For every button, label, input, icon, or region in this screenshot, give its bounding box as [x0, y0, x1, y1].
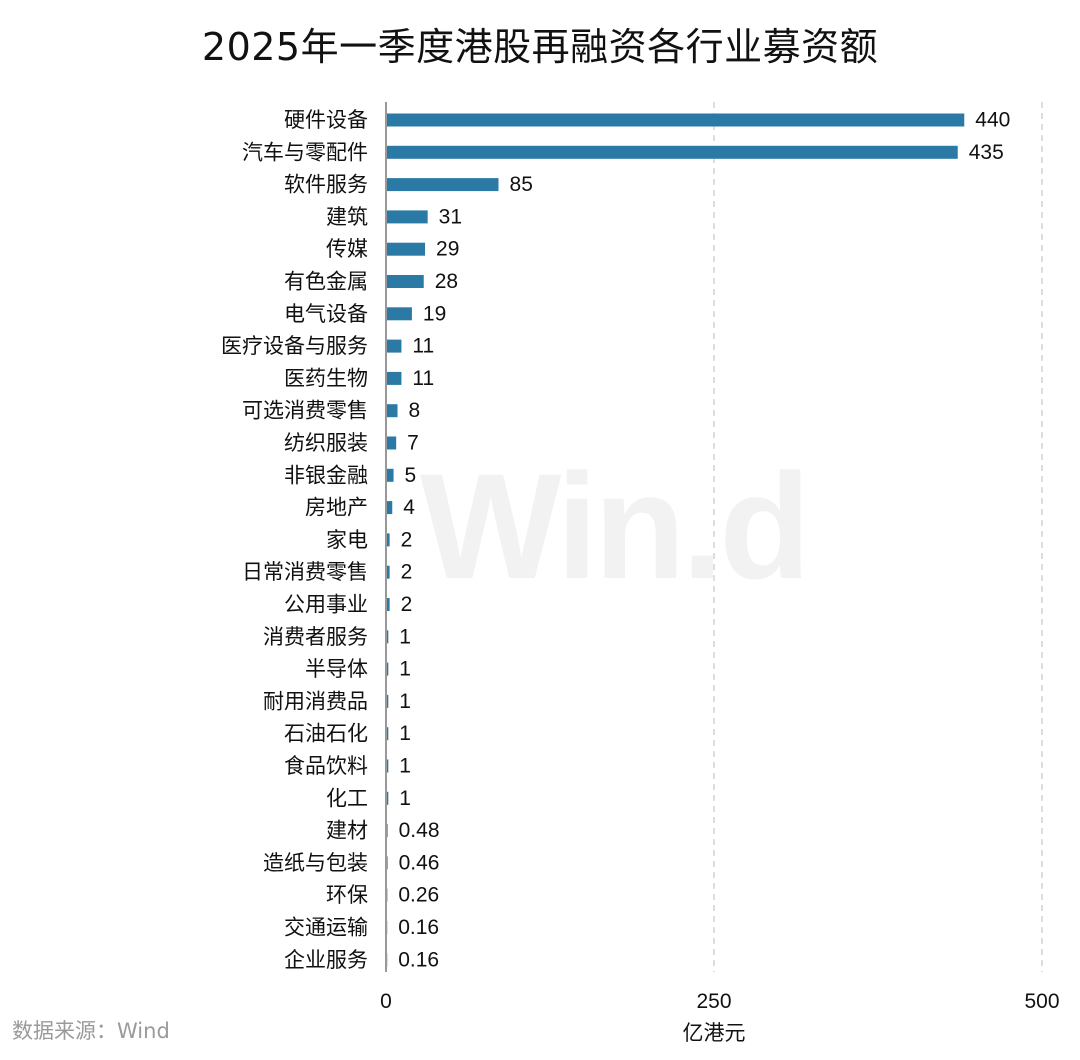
value-label: 11 [412, 335, 434, 358]
category-label: 石油石化 [284, 722, 368, 746]
category-label: 环保 [326, 883, 368, 907]
category-label: 家电 [326, 528, 368, 552]
category-label: 硬件设备 [284, 108, 368, 132]
bars [387, 113, 965, 967]
category-label: 医药生物 [284, 366, 368, 390]
category-label: 房地产 [305, 496, 368, 520]
source-note: 数据来源：Wind [12, 1019, 170, 1043]
category-label: 企业服务 [284, 948, 368, 972]
bar-7 [387, 339, 402, 353]
bar-21 [387, 791, 389, 805]
value-label: 1 [399, 690, 411, 713]
category-label: 造纸与包装 [263, 851, 368, 875]
category-label: 日常消费零售 [242, 560, 368, 584]
bar-16 [387, 630, 389, 644]
category-label: 消费者服务 [263, 625, 368, 649]
value-label: 29 [436, 238, 459, 261]
bar-20 [387, 759, 389, 773]
value-label: 0.16 [398, 916, 439, 939]
bar-13 [387, 533, 390, 547]
category-label: 有色金属 [284, 270, 368, 294]
bar-0 [387, 113, 965, 127]
value-label: 4 [403, 496, 415, 519]
category-label: 食品饮料 [284, 754, 368, 778]
category-label: 交通运输 [284, 916, 368, 940]
x-axis-title: 亿港元 [683, 1021, 746, 1045]
category-label: 化工 [326, 786, 368, 810]
bar-22 [387, 824, 388, 838]
x-tick-label: 250 [696, 990, 731, 1013]
bar-12 [387, 501, 393, 515]
bar-2 [387, 178, 499, 192]
category-label: 建材 [326, 819, 368, 843]
value-label: 8 [408, 399, 420, 422]
bar-5 [387, 275, 424, 288]
bar-1 [387, 145, 958, 159]
value-label: 1 [399, 755, 411, 778]
x-axis-ticks: 0 250 500 [380, 990, 1059, 1013]
bar-10 [387, 436, 397, 450]
category-label: 半导体 [305, 657, 368, 681]
category-label: 耐用消费品 [263, 689, 368, 713]
value-label: 85 [510, 173, 533, 196]
bar-9 [387, 404, 398, 418]
value-label: 19 [423, 302, 446, 325]
bar-11 [387, 468, 394, 482]
value-label: 0.16 [398, 948, 439, 971]
value-label: 1 [399, 722, 411, 745]
bar-23 [387, 856, 388, 870]
bar-14 [387, 565, 390, 579]
value-label: 0.46 [399, 851, 440, 874]
x-tick-label: 0 [380, 990, 392, 1013]
category-label: 传媒 [326, 237, 368, 261]
category-label: 公用事业 [284, 593, 368, 617]
value-label: 2 [401, 593, 413, 616]
value-label: 1 [399, 658, 411, 681]
bar-3 [387, 210, 428, 224]
value-label: 1 [399, 787, 411, 810]
value-label: 2 [401, 561, 413, 584]
value-label: 2 [401, 528, 413, 551]
value-label: 5 [405, 464, 417, 487]
value-label: 7 [407, 432, 419, 455]
value-label: 0.26 [398, 884, 439, 907]
watermark: Win.d [420, 442, 811, 610]
value-label: 0.48 [399, 819, 440, 842]
category-label: 医疗设备与服务 [221, 334, 368, 358]
bar-15 [387, 598, 390, 611]
category-label: 建筑 [326, 205, 368, 229]
value-label: 1 [399, 625, 411, 648]
category-labels: 硬件设备汽车与零配件软件服务建筑传媒有色金属电气设备医疗设备与服务医药生物可选消… [221, 108, 368, 972]
category-label: 非银金融 [284, 463, 368, 487]
bar-4 [387, 242, 426, 256]
chart-title: 2025年一季度港股再融资各行业募资额 [201, 25, 879, 69]
value-label: 28 [435, 270, 458, 293]
value-labels: 4404358531292819111187542221111110.480.4… [398, 109, 1010, 972]
value-label: 440 [975, 109, 1010, 132]
category-label: 纺织服装 [284, 431, 368, 455]
value-label: 11 [412, 367, 434, 390]
bar-19 [387, 727, 389, 741]
bar-17 [387, 662, 389, 676]
category-label: 汽车与零配件 [242, 140, 368, 164]
x-tick-label: 500 [1024, 990, 1059, 1013]
bar-6 [387, 307, 412, 321]
value-label: 31 [439, 205, 462, 228]
category-label: 软件服务 [284, 173, 368, 197]
category-label: 可选消费零售 [242, 399, 368, 423]
bar-8 [387, 371, 402, 385]
value-label: 435 [969, 141, 1004, 164]
category-label: 电气设备 [284, 302, 368, 326]
bar-18 [387, 694, 389, 708]
grid-lines [385, 102, 1043, 972]
